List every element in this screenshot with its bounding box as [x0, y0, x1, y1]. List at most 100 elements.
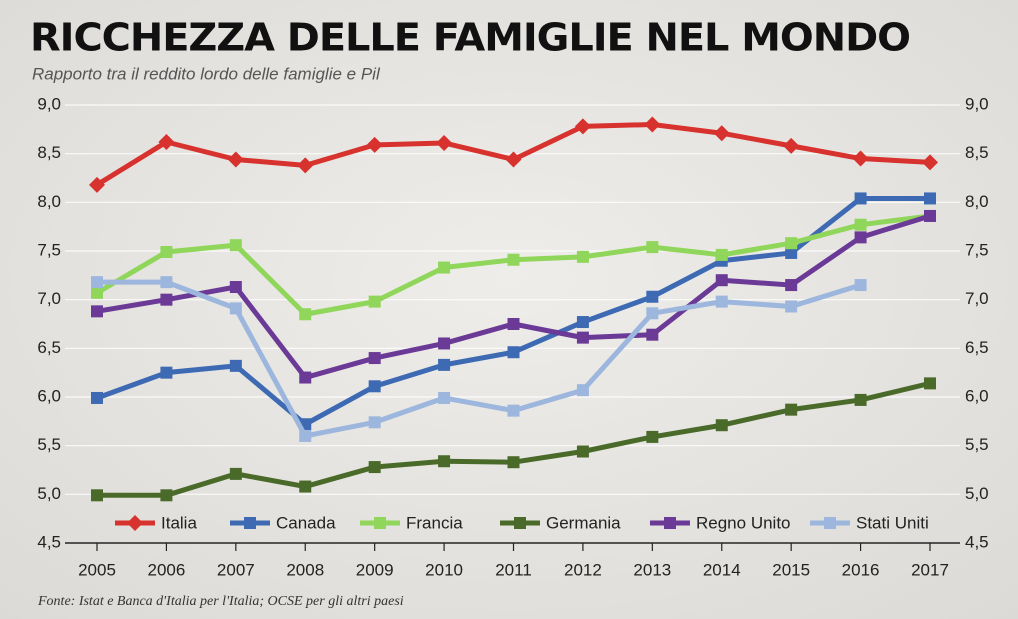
data-point	[368, 352, 381, 365]
data-point	[160, 245, 173, 258]
x-tick-label: 2007	[217, 560, 255, 579]
data-point	[785, 246, 798, 259]
data-point	[438, 261, 451, 274]
y-tick-label: 5,5	[37, 435, 61, 454]
x-tick-label: 2012	[564, 560, 602, 579]
data-point	[507, 404, 520, 417]
data-point	[785, 403, 798, 416]
y-tick-label: 6,0	[37, 386, 61, 405]
y-tick-label: 8,5	[37, 143, 61, 162]
legend-label: Regno Unito	[696, 513, 791, 532]
series-line	[97, 279, 862, 439]
data-point	[507, 253, 520, 266]
data-point	[854, 192, 867, 205]
data-point	[229, 239, 242, 252]
data-point	[576, 384, 589, 397]
data-point	[715, 248, 728, 261]
data-point	[924, 192, 936, 205]
y2-tick-label: 7,5	[965, 240, 989, 259]
y2-tick-label: 9,0	[965, 94, 989, 113]
data-point	[91, 391, 103, 404]
data-point	[785, 237, 798, 250]
data-point	[576, 445, 589, 458]
data-point	[646, 241, 659, 254]
data-point	[438, 337, 451, 350]
data-point	[438, 358, 451, 371]
data-point	[715, 295, 728, 308]
data-point	[158, 133, 175, 150]
y-tick-label: 9,0	[37, 94, 61, 113]
data-point	[91, 305, 103, 318]
data-point	[576, 331, 589, 344]
data-point	[854, 231, 867, 244]
data-point	[646, 430, 659, 443]
data-point	[297, 157, 314, 174]
data-point	[574, 118, 591, 135]
x-tick-label: 2017	[911, 560, 949, 579]
legend-marker	[514, 517, 526, 529]
data-point	[160, 366, 173, 379]
y2-tick-label: 4,5	[965, 532, 989, 551]
data-point	[854, 279, 867, 292]
data-point	[299, 480, 312, 493]
y-tick-label: 6,5	[37, 338, 61, 357]
legend-label: Italia	[161, 513, 197, 532]
data-point	[366, 136, 383, 153]
data-point	[227, 151, 244, 168]
legend-marker	[244, 517, 256, 529]
x-tick-label: 2015	[772, 560, 810, 579]
data-point	[160, 293, 173, 306]
data-point	[299, 308, 312, 321]
data-point	[438, 391, 451, 404]
data-point	[89, 176, 105, 193]
y2-tick-label: 5,5	[965, 435, 989, 454]
data-point	[160, 489, 173, 502]
y2-tick-label: 6,0	[965, 386, 989, 405]
legend-marker	[664, 517, 676, 529]
data-point	[229, 467, 242, 480]
data-point	[507, 318, 520, 330]
y2-tick-label: 7,0	[965, 289, 989, 308]
data-point	[368, 295, 381, 308]
data-point	[922, 154, 938, 171]
data-point	[713, 125, 730, 142]
data-point	[368, 416, 381, 429]
y2-tick-label: 8,5	[965, 143, 989, 162]
data-point	[924, 377, 936, 390]
data-point	[854, 218, 867, 231]
data-point	[715, 419, 728, 432]
data-point	[576, 250, 589, 263]
chart-subtitle: Rapporto tra il reddito lordo delle fami…	[32, 64, 381, 83]
x-tick-label: 2014	[703, 560, 741, 579]
data-point	[229, 281, 242, 294]
data-point	[576, 316, 589, 329]
y-tick-label: 7,5	[37, 240, 61, 259]
x-tick-label: 2009	[356, 560, 394, 579]
legend-marker	[374, 517, 386, 529]
data-point	[644, 116, 661, 133]
x-tick-label: 2010	[425, 560, 463, 579]
data-point	[785, 279, 798, 292]
data-point	[646, 290, 659, 303]
source-note: Fonte: Istat e Banca d'Italia per l'Ital…	[37, 594, 404, 609]
data-point	[505, 151, 522, 168]
x-tick-label: 2008	[286, 560, 324, 579]
data-point	[368, 380, 381, 393]
data-point	[91, 276, 103, 289]
data-point	[507, 346, 520, 359]
x-tick-label: 2013	[633, 560, 671, 579]
data-point	[91, 489, 103, 502]
legend-label: Francia	[406, 513, 463, 532]
data-point	[507, 456, 520, 469]
y2-tick-label: 8,0	[965, 192, 989, 211]
data-point	[715, 274, 728, 287]
data-point	[299, 371, 312, 384]
data-point	[299, 429, 312, 442]
data-point	[785, 300, 798, 313]
legend-marker	[824, 517, 836, 529]
y2-tick-label: 5,0	[965, 484, 989, 503]
data-point	[436, 134, 453, 151]
x-tick-label: 2006	[148, 560, 186, 579]
